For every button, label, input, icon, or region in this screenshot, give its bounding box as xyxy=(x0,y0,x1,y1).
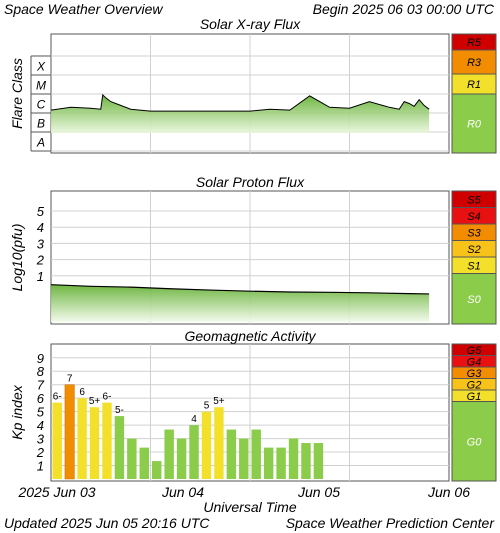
kp-bar xyxy=(201,411,212,479)
kp-bar-label: 5+ xyxy=(213,396,225,407)
kp-bar xyxy=(176,438,187,479)
proton-y-tick: 5 xyxy=(37,204,45,219)
g-scale-label: G5 xyxy=(467,345,483,357)
kp-y-tick: 6 xyxy=(37,391,45,406)
footer-credit: Space Weather Prediction Center xyxy=(285,515,494,531)
kp-y-tick: 1 xyxy=(37,459,44,474)
kp-y-tick: 7 xyxy=(37,378,45,393)
g-scale-label: G1 xyxy=(467,391,482,403)
kp-y-tick: 2 xyxy=(36,445,45,460)
kp-bar-label: 6- xyxy=(53,392,62,403)
header-title: Space Weather Overview xyxy=(4,1,163,17)
r-scale-cell xyxy=(451,49,497,75)
kp-bar xyxy=(226,429,237,479)
g-scale-label: G3 xyxy=(467,368,483,380)
xray-flux-line xyxy=(50,93,430,112)
kp-bar xyxy=(189,425,199,479)
proton-y-tick: 3 xyxy=(37,236,45,251)
r-scale-label: R3 xyxy=(467,57,482,69)
s-scale-label: S1 xyxy=(467,260,480,272)
x-tick-label: Jun 06 xyxy=(427,484,470,500)
r-scale-cell xyxy=(451,93,497,154)
kp-bar xyxy=(52,402,62,479)
kp-bar-label: 5+ xyxy=(89,396,101,407)
s-scale-label: S5 xyxy=(467,194,481,206)
kp-y-tick: 4 xyxy=(37,418,44,433)
kp-bar-label: 5 xyxy=(204,401,210,412)
flare-class-tick: A xyxy=(36,136,45,150)
kp-y-tick: 9 xyxy=(37,351,44,366)
kp-bar xyxy=(263,447,274,479)
kp-bar xyxy=(251,429,261,479)
flare-class-tick: X xyxy=(36,60,46,74)
flare-class-tick: M xyxy=(36,79,46,93)
x-axis-label: Universal Time xyxy=(203,499,296,515)
kp-bar-label: 5- xyxy=(115,405,124,416)
proton-flux-area xyxy=(51,284,430,322)
kp-bar-label: 6 xyxy=(79,387,85,398)
kp-bar xyxy=(164,429,174,479)
s-scale-cell xyxy=(451,273,497,325)
s-scale-label: S4 xyxy=(467,211,480,223)
kp-y-tick: 5 xyxy=(37,405,45,420)
panel-title-3: Geomagnetic Activity xyxy=(185,328,317,344)
proton-y-tick: 2 xyxy=(36,253,45,268)
kp-bar xyxy=(89,407,100,479)
kp-bar xyxy=(313,443,324,479)
header-begin-time: Begin 2025 06 03 00:00 UTC xyxy=(312,1,494,17)
kp-bar xyxy=(77,398,87,479)
y-axis-label-xray: Flare Class xyxy=(9,58,25,129)
y-axis-label-kp: Kp index xyxy=(9,384,25,439)
kp-bar xyxy=(276,447,286,479)
x-tick-label: Jun 04 xyxy=(161,484,204,500)
footer-updated: Updated 2025 Jun 05 20:16 UTC xyxy=(4,515,210,531)
panel-title-1: Solar X-ray Flux xyxy=(200,16,301,32)
r-scale-label: R0 xyxy=(467,119,482,131)
y-axis-label-proton: Log10(pfu) xyxy=(9,224,25,292)
g-scale-label: G0 xyxy=(467,436,483,448)
kp-bar xyxy=(288,438,299,479)
flare-class-tick: C xyxy=(37,98,46,112)
g-scale-label: G4 xyxy=(467,356,482,368)
flare-class-tick: B xyxy=(37,117,45,131)
kp-bar-label: 6- xyxy=(103,392,112,403)
kp-bar xyxy=(214,407,224,479)
proton-y-tick: 4 xyxy=(37,220,44,235)
kp-y-tick: 8 xyxy=(37,364,45,379)
g-scale-label: G2 xyxy=(467,379,482,391)
xray-flux-area xyxy=(51,94,430,133)
kp-y-tick: 3 xyxy=(37,432,45,447)
x-tick-label: Jun 05 xyxy=(297,484,340,500)
proton-flux-line xyxy=(50,284,430,295)
g-scale-cell xyxy=(451,401,497,482)
s-scale-label: S2 xyxy=(467,244,480,256)
kp-bar-label: 4 xyxy=(191,414,197,425)
s-scale-label: S3 xyxy=(467,227,481,239)
r-scale-label: R5 xyxy=(467,37,482,49)
kp-bar xyxy=(301,443,311,479)
kp-bar-label: 7 xyxy=(67,374,73,385)
s-scale-label: S0 xyxy=(467,294,481,306)
kp-bar xyxy=(102,402,112,479)
kp-bar xyxy=(127,438,137,479)
kp-bar xyxy=(152,461,162,479)
kp-bar xyxy=(114,416,125,479)
proton-y-tick: 1 xyxy=(37,269,44,284)
kp-bar xyxy=(239,438,249,479)
r-scale-label: R1 xyxy=(467,79,481,91)
panel-title-2: Solar Proton Flux xyxy=(196,174,305,190)
kp-bar xyxy=(64,384,75,480)
x-tick-label: 2025 Jun 03 xyxy=(17,484,95,500)
kp-bar xyxy=(139,447,149,479)
